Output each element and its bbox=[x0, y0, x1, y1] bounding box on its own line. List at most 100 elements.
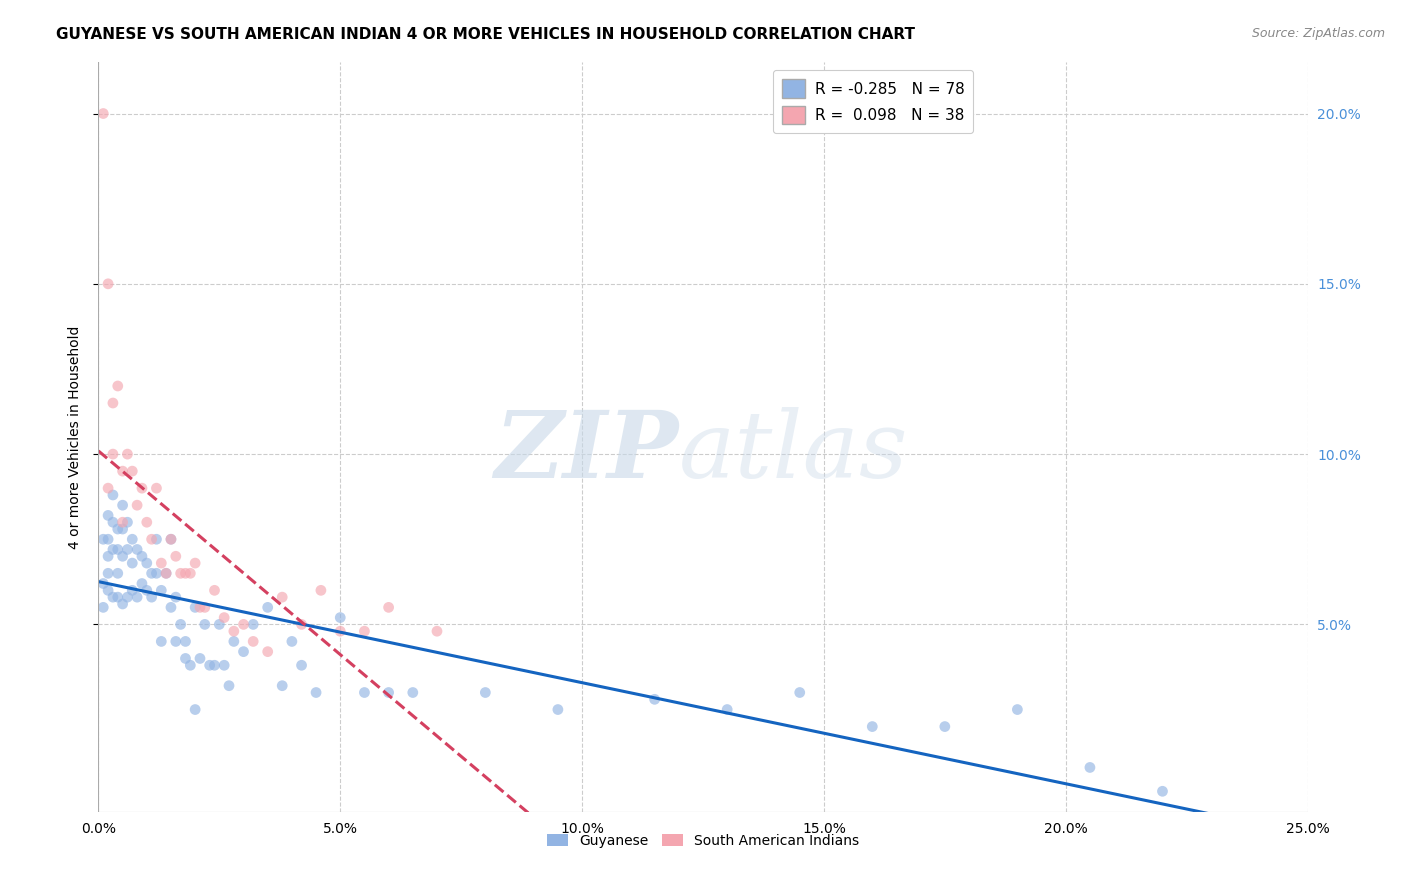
Point bbox=[860, 720, 883, 734]
Point bbox=[127, 498, 149, 512]
Point bbox=[97, 508, 120, 523]
Point bbox=[111, 498, 134, 512]
Point bbox=[107, 566, 129, 581]
Point bbox=[256, 600, 278, 615]
Point bbox=[135, 583, 157, 598]
Point bbox=[309, 583, 332, 598]
Point bbox=[179, 658, 201, 673]
Point bbox=[281, 634, 304, 648]
Point bbox=[131, 549, 153, 564]
Point bbox=[111, 597, 134, 611]
Point bbox=[305, 685, 328, 699]
Point bbox=[101, 542, 124, 557]
Point bbox=[377, 685, 399, 699]
Point bbox=[212, 610, 235, 624]
Point bbox=[188, 651, 211, 665]
Point bbox=[101, 515, 124, 529]
Point bbox=[789, 685, 811, 699]
Point bbox=[155, 566, 177, 581]
Point bbox=[127, 590, 149, 604]
Point bbox=[155, 566, 177, 581]
Point bbox=[131, 576, 153, 591]
Point bbox=[165, 549, 187, 564]
Point bbox=[174, 651, 197, 665]
Point bbox=[107, 379, 129, 393]
Point bbox=[145, 481, 167, 495]
Point bbox=[426, 624, 449, 639]
Point bbox=[218, 679, 240, 693]
Point bbox=[169, 617, 191, 632]
Point bbox=[101, 488, 124, 502]
Point bbox=[117, 447, 139, 461]
Point bbox=[222, 624, 245, 639]
Point bbox=[329, 610, 352, 624]
Point bbox=[135, 556, 157, 570]
Point bbox=[111, 515, 134, 529]
Point bbox=[1078, 760, 1101, 774]
Point bbox=[242, 617, 264, 632]
Point bbox=[232, 617, 254, 632]
Point bbox=[91, 533, 114, 547]
Point bbox=[117, 515, 139, 529]
Point bbox=[101, 396, 124, 410]
Point bbox=[212, 658, 235, 673]
Point bbox=[160, 533, 183, 547]
Point bbox=[160, 533, 183, 547]
Point bbox=[329, 624, 352, 639]
Point bbox=[934, 720, 956, 734]
Point bbox=[111, 549, 134, 564]
Text: atlas: atlas bbox=[679, 407, 908, 497]
Point bbox=[256, 645, 278, 659]
Point bbox=[107, 542, 129, 557]
Point bbox=[107, 522, 129, 536]
Point bbox=[111, 522, 134, 536]
Point bbox=[204, 583, 226, 598]
Point bbox=[353, 624, 375, 639]
Point bbox=[91, 576, 114, 591]
Point bbox=[474, 685, 496, 699]
Point bbox=[141, 533, 163, 547]
Point bbox=[290, 617, 312, 632]
Point bbox=[127, 542, 149, 557]
Point bbox=[117, 590, 139, 604]
Point bbox=[184, 702, 207, 716]
Point bbox=[97, 566, 120, 581]
Point bbox=[194, 600, 217, 615]
Point bbox=[97, 533, 120, 547]
Point bbox=[242, 634, 264, 648]
Point bbox=[91, 600, 114, 615]
Point bbox=[107, 590, 129, 604]
Point bbox=[91, 106, 114, 120]
Point bbox=[97, 277, 120, 291]
Point bbox=[198, 658, 221, 673]
Point bbox=[160, 600, 183, 615]
Point bbox=[111, 464, 134, 478]
Point bbox=[188, 600, 211, 615]
Point bbox=[271, 679, 294, 693]
Point bbox=[97, 583, 120, 598]
Point bbox=[271, 590, 294, 604]
Legend: Guyanese, South American Indians: Guyanese, South American Indians bbox=[541, 829, 865, 854]
Point bbox=[121, 464, 143, 478]
Point bbox=[174, 634, 197, 648]
Text: ZIP: ZIP bbox=[495, 407, 679, 497]
Text: Source: ZipAtlas.com: Source: ZipAtlas.com bbox=[1251, 27, 1385, 40]
Point bbox=[121, 556, 143, 570]
Point bbox=[121, 583, 143, 598]
Point bbox=[101, 590, 124, 604]
Point bbox=[204, 658, 226, 673]
Point bbox=[174, 566, 197, 581]
Point bbox=[716, 702, 738, 716]
Point bbox=[644, 692, 666, 706]
Point bbox=[184, 600, 207, 615]
Point bbox=[97, 481, 120, 495]
Point bbox=[402, 685, 425, 699]
Point bbox=[101, 447, 124, 461]
Point bbox=[547, 702, 569, 716]
Y-axis label: 4 or more Vehicles in Household: 4 or more Vehicles in Household bbox=[67, 326, 82, 549]
Point bbox=[194, 617, 217, 632]
Point bbox=[150, 583, 173, 598]
Point bbox=[117, 542, 139, 557]
Point bbox=[179, 566, 201, 581]
Point bbox=[131, 481, 153, 495]
